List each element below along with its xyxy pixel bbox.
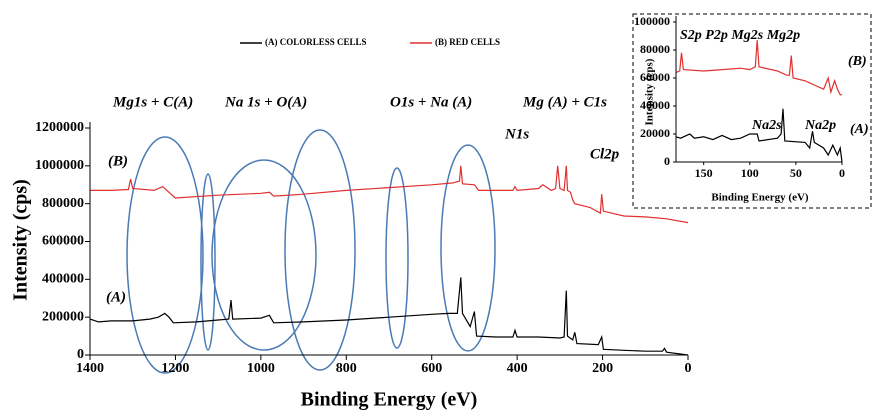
y-axis-label: Intensity (cps): [10, 179, 32, 301]
spectrum-line: [89, 277, 689, 356]
x-tick-label: 150: [695, 166, 713, 180]
ellipse: [211, 159, 317, 351]
y-axis-label: Intensity (cps): [644, 58, 656, 125]
y-tick-label: 0: [664, 154, 670, 168]
x-tick-label: 0: [839, 166, 845, 180]
x-tick-label: 1000: [247, 361, 275, 376]
peak-ellipses: [126, 129, 496, 374]
x-tick-label: 0: [685, 361, 692, 376]
annotation: (A): [106, 289, 126, 305]
x-tick-label: 800: [336, 361, 357, 376]
spectrum-line: [675, 40, 842, 96]
y-tick-label: 20000: [640, 126, 670, 140]
annotation: (B): [848, 54, 867, 69]
x-axis-label: Binding Energy (eV): [711, 192, 809, 204]
y-tick-label: 800000: [42, 196, 84, 211]
x-tick-label: 1400: [76, 361, 104, 376]
y-tick-label: 80000: [640, 42, 670, 56]
spectrum-line: [675, 108, 843, 163]
annotation: (B): [108, 153, 128, 169]
annotation: O1s + Na (A): [390, 94, 472, 110]
annotation: Na2s: [751, 118, 782, 133]
x-axis-label: Binding Energy (eV): [301, 389, 478, 411]
x-tick-label: 50: [790, 166, 802, 180]
annotation: Na 1s + O(A): [224, 94, 307, 110]
y-tick-label: 0: [77, 347, 84, 362]
annotation: N1s: [504, 126, 529, 142]
y-tick-label: 1200000: [35, 120, 84, 135]
annotation: Mg (A) + C1s: [522, 94, 607, 110]
ellipse: [126, 136, 204, 374]
annotation: (A): [850, 122, 869, 137]
legend-label: (B) RED CELLS: [435, 37, 500, 47]
ellipse: [200, 173, 216, 351]
annotation: Na2p: [804, 118, 836, 133]
ellipse: [440, 144, 496, 352]
y-tick-label: 40000: [640, 98, 670, 112]
ellipse: [284, 129, 356, 371]
inset-frame: [632, 13, 872, 209]
y-tick-label: 200000: [42, 309, 84, 324]
x-tick-label: 600: [421, 361, 442, 376]
ellipse: [385, 167, 409, 349]
y-tick-label: 1000000: [35, 158, 84, 173]
x-tick-label: 1200: [161, 361, 189, 376]
y-tick-label: 400000: [42, 272, 84, 287]
x-tick-label: 200: [592, 361, 613, 376]
y-tick-label: 60000: [640, 70, 670, 84]
x-tick-label: 400: [507, 361, 528, 376]
y-tick-label: 600000: [42, 234, 84, 249]
annotation: S2p P2p Mg2s Mg2p: [680, 28, 800, 43]
legend-label: (A) COLORLESS CELLS: [265, 37, 367, 47]
spectrum-line: [90, 165, 689, 224]
x-tick-label: 100: [741, 166, 759, 180]
annotation: Cl2p: [590, 146, 620, 162]
y-tick-label: 100000: [634, 14, 670, 28]
annotation: Mg1s + C(A): [112, 94, 193, 110]
